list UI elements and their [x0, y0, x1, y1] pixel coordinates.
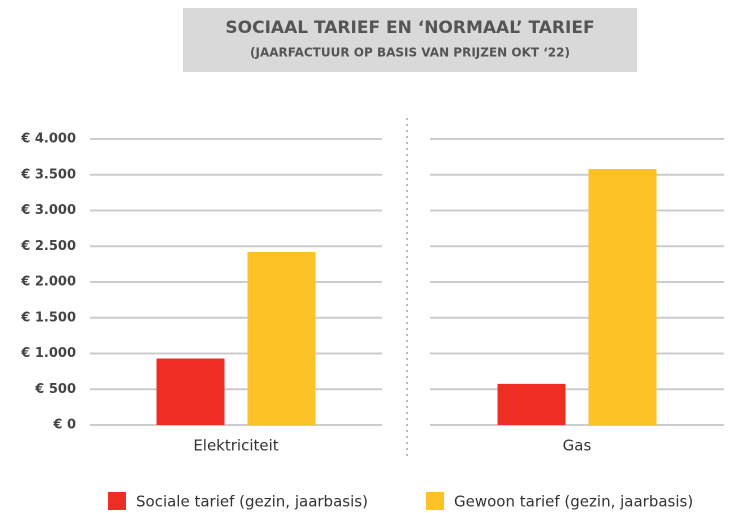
y-tick-label: € 3.500 [20, 167, 76, 182]
y-tick-label: € 1.000 [20, 346, 76, 361]
x-tick-label: Gas [563, 437, 592, 455]
chart-title: SOCIAAL TARIEF EN ‘NORMAAL’ TARIEF [225, 18, 594, 38]
bar [497, 383, 566, 425]
y-tick-label: € 500 [34, 382, 76, 397]
y-tick-label: € 2.500 [20, 239, 76, 254]
legend-swatch [426, 492, 444, 510]
legend-label: Sociale tarief (gezin, jaarbasis) [136, 493, 368, 511]
y-tick-label: € 1.500 [20, 310, 76, 325]
y-tick-label: € 4.000 [20, 132, 76, 147]
bar [156, 358, 225, 425]
x-tick-label: Elektriciteit [193, 437, 278, 455]
bar [588, 169, 657, 425]
bar [247, 251, 316, 425]
legend-swatch [108, 492, 126, 510]
legend-label: Gewoon tarief (gezin, jaarbasis) [454, 493, 693, 511]
chart-subtitle: (JAARFACTUUR OP BASIS VAN PRIJZEN OKT ‘2… [250, 46, 570, 60]
title-box [183, 8, 637, 72]
y-tick-label: € 3.000 [20, 203, 76, 218]
y-tick-label: € 0 [52, 418, 76, 433]
y-tick-label: € 2.000 [20, 275, 76, 290]
